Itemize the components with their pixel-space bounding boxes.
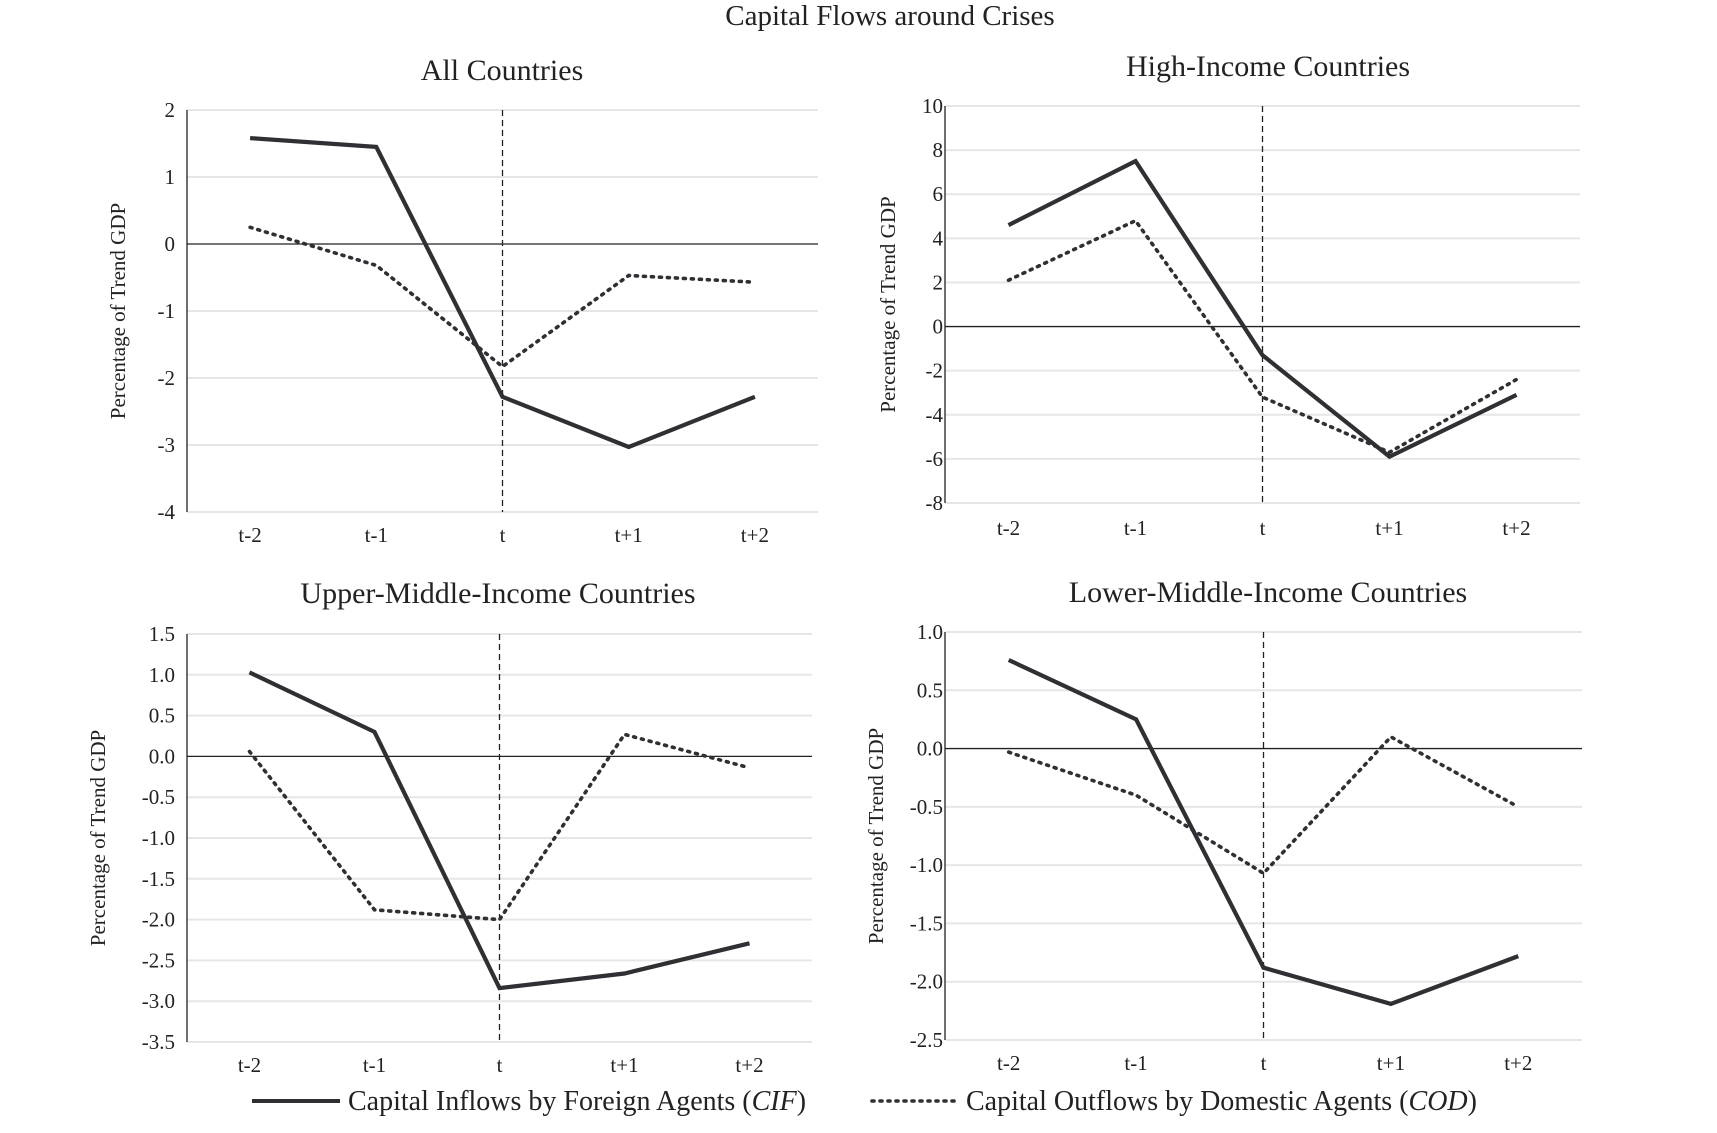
y-tick-label: 8 [933,138,944,162]
y-tick-label: -2.5 [910,1028,943,1052]
y-tick-label: -2.5 [142,948,175,972]
y-tick-label: -3 [158,433,176,457]
y-tick-label: 1 [165,165,176,189]
panel-title: All Countries [421,54,584,87]
x-tick-label: t [1260,516,1266,540]
y-tick-label: 0.0 [917,737,943,761]
y-tick-label: 0.5 [917,678,943,702]
y-tick-label: 2 [933,270,944,294]
panel-title: Lower-Middle-Income Countries [1069,576,1467,609]
x-tick-label: t+2 [741,523,769,547]
y-tick-label: -1.0 [910,853,943,877]
y-tick-label: 2 [165,98,176,122]
y-tick-label: -2 [158,366,176,390]
y-tick-label: 4 [933,226,944,250]
x-tick-label: t+2 [1504,1051,1532,1075]
y-tick-label: 10 [922,94,943,118]
legend-label-cod: Capital Outflows by Domestic Agents (COD… [966,1086,1477,1117]
y-tick-label: 0.5 [149,704,175,728]
x-tick-label: t+1 [610,1053,638,1077]
main-title: Capital Flows around Crises [725,0,1054,32]
x-tick-label: t-2 [997,1051,1020,1075]
x-tick-label: t-1 [1124,1051,1147,1075]
x-tick-label: t+2 [735,1053,763,1077]
y-axis-title: Percentage of Trend GDP [86,730,110,946]
x-tick-label: t [500,523,506,547]
y-tick-label: -1.5 [910,911,943,935]
y-tick-label: -6 [926,447,944,471]
chart-panel: 10 8 6 4 2 0 -2 -4 -6 -8 t-2 t-1 t t+1 t+2 High-Income … [876,50,1580,540]
x-tick-label: t [1261,1051,1267,1075]
y-axis-title: Percentage of Trend GDP [876,196,900,412]
y-tick-label: 0 [165,232,176,256]
y-tick-label: -2.0 [910,970,943,994]
x-tick-label: t-2 [997,516,1020,540]
y-axis-title: Percentage of Trend GDP [106,203,130,419]
x-tick-label: t [497,1053,503,1077]
y-tick-label: -4 [158,500,176,524]
x-tick-label: t+1 [615,523,643,547]
panel-title: Upper-Middle-Income Countries [300,577,695,610]
chart-panel: 2 1 0 -1 -2 -3 -4 t-2 t-1 t t+1 t+2 All Countries Per… [106,54,818,547]
y-tick-label: -2.0 [142,908,175,932]
y-tick-label: -0.5 [142,785,175,809]
chart-panel: 1.5 1.0 0.5 0.0 -0.5 -1.0 -1.5 -2.0 -2.5 -3.0 -3.5… [86,577,812,1077]
y-tick-label: 1.0 [149,663,175,687]
y-tick-label: -3.5 [142,1030,175,1054]
y-tick-label: 1.5 [149,622,175,646]
x-tick-label: t-1 [363,1053,386,1077]
y-tick-label: 0.0 [149,744,175,768]
x-tick-label: t+1 [1377,1051,1405,1075]
x-tick-label: t-1 [1124,516,1147,540]
x-tick-label: t-1 [365,523,388,547]
y-tick-label: -3.0 [142,989,175,1013]
y-tick-label: 0 [933,315,944,339]
x-tick-label: t+2 [1502,516,1530,540]
legend-label-cif: Capital Inflows by Foreign Agents (CIF) [348,1086,806,1117]
legend: Capital Inflows by Foreign Agents (CIF) C… [252,1086,1477,1117]
y-tick-label: 6 [933,182,944,206]
y-axis-title: Percentage of Trend GDP [864,728,888,944]
y-tick-label: -4 [926,403,944,427]
x-tick-label: t-2 [238,523,261,547]
chart-panel: 1.0 0.5 0.0 -0.5 -1.0 -1.5 -2.0 -2.5 t-2 t-1 t t+1 t… [864,576,1582,1075]
y-tick-label: -0.5 [910,795,943,819]
x-tick-label: t-2 [238,1053,261,1077]
y-tick-label: -2 [926,359,944,383]
y-tick-label: 1.0 [917,620,943,644]
y-tick-label: -1.5 [142,867,175,891]
y-tick-label: -8 [926,491,944,515]
y-tick-label: -1.0 [142,826,175,850]
x-tick-label: t+1 [1375,516,1403,540]
panel-title: High-Income Countries [1126,50,1410,83]
y-tick-label: -1 [158,299,176,323]
